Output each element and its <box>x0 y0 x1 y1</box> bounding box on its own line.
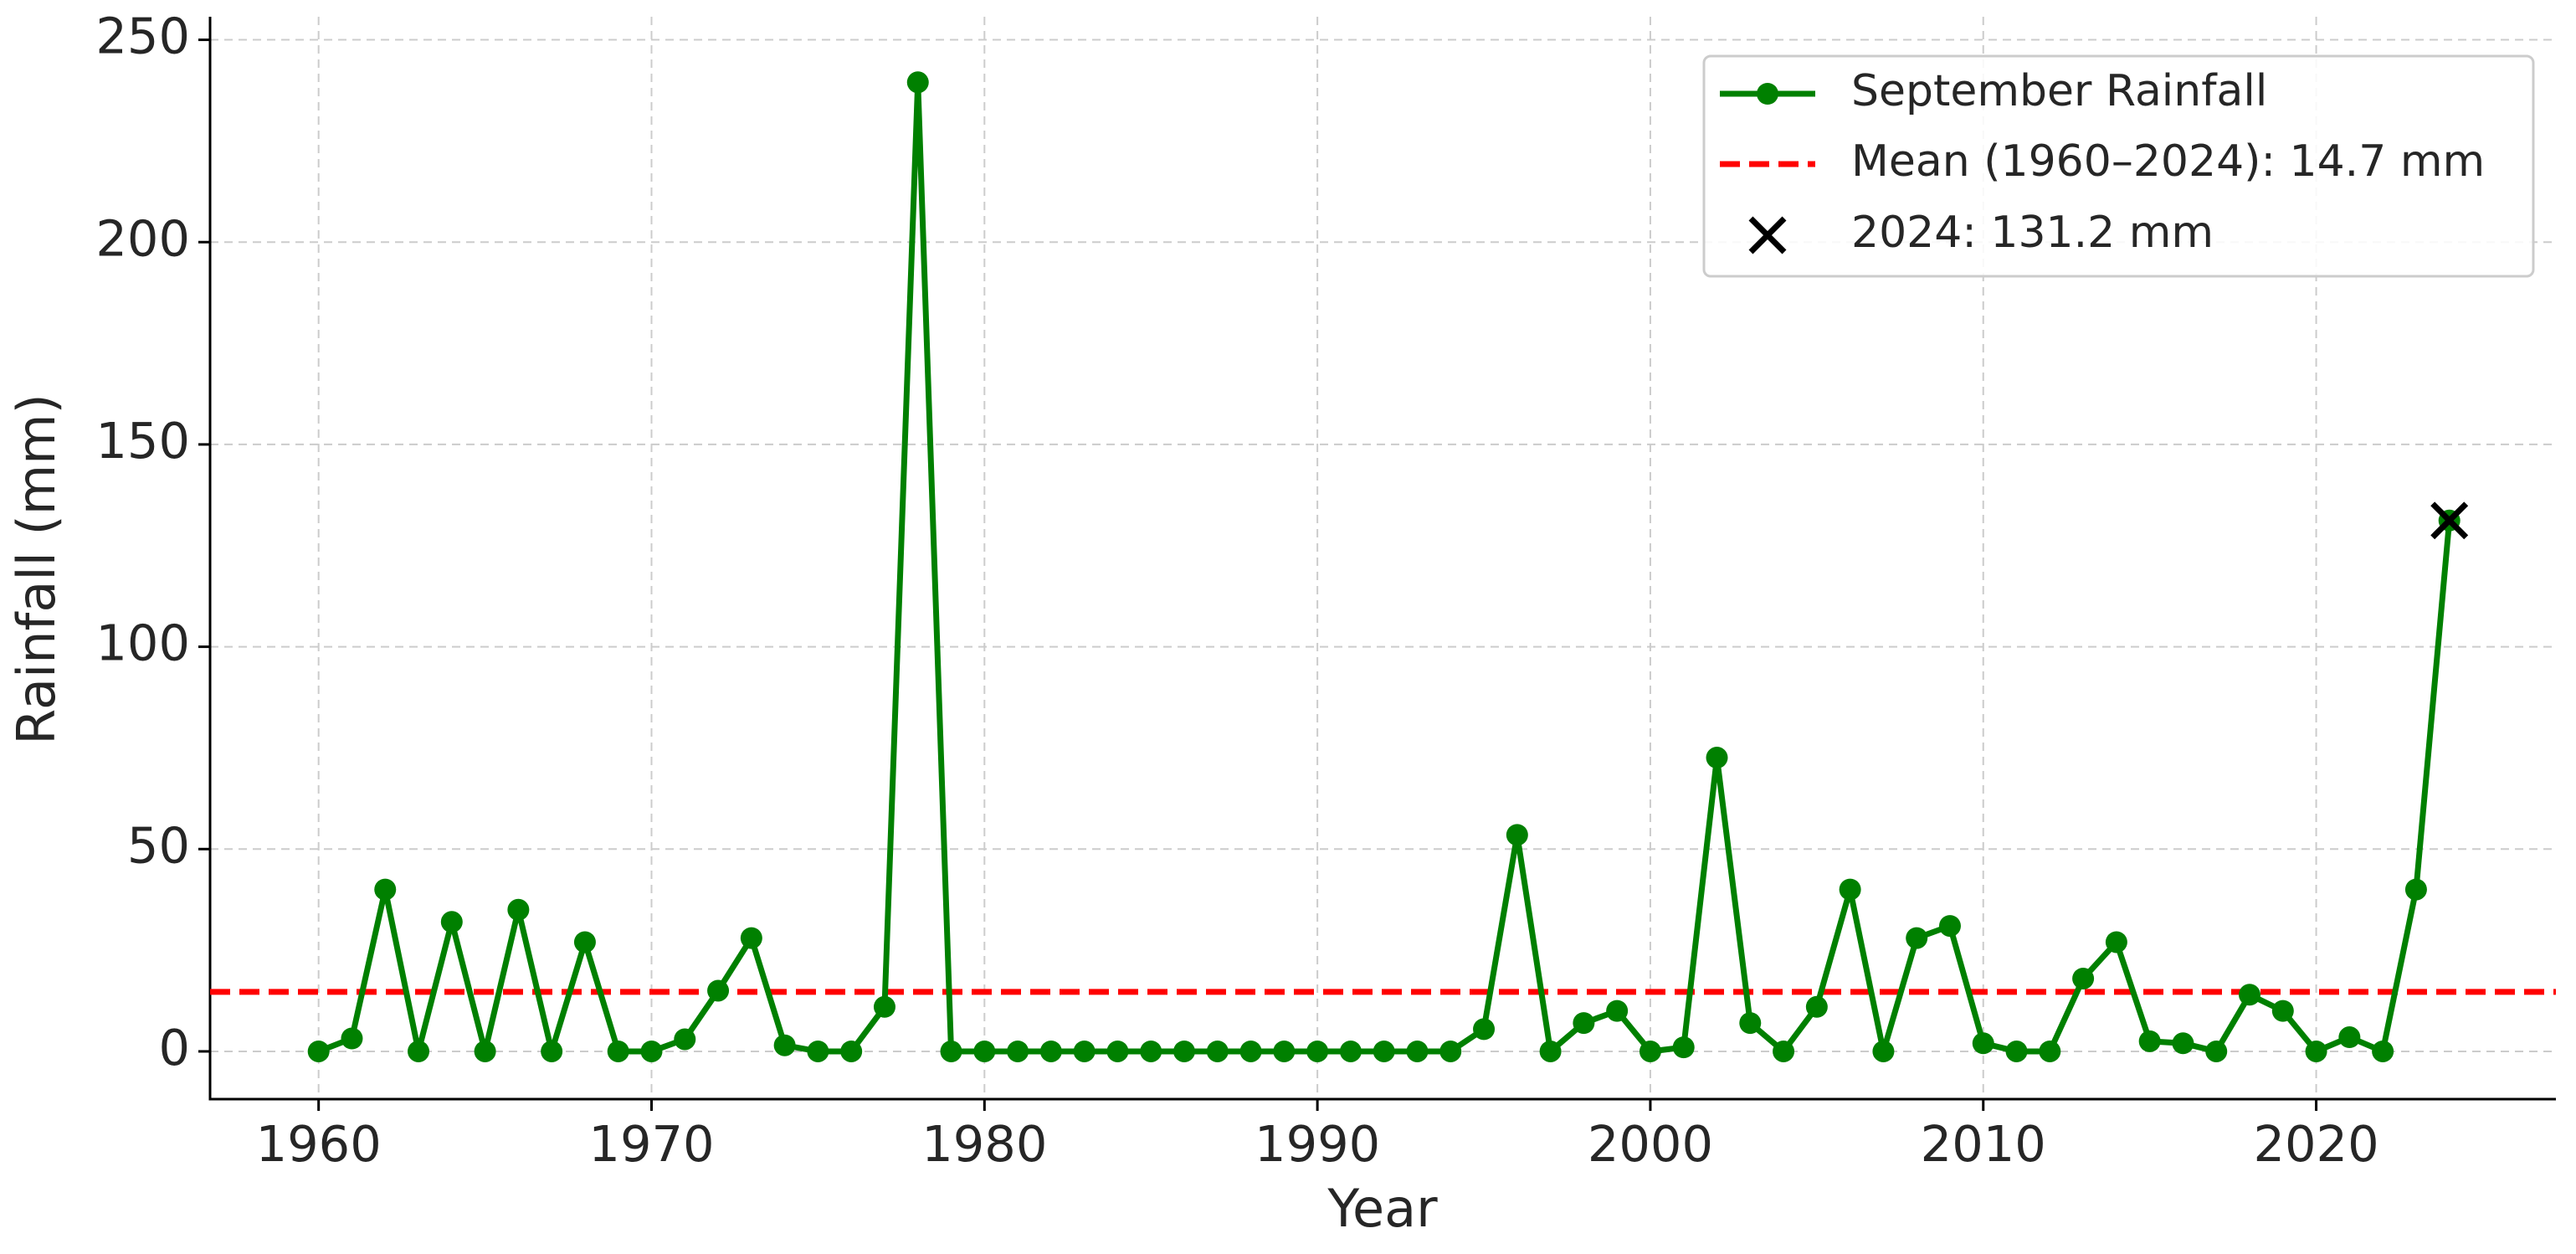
data-point <box>2072 967 2095 989</box>
data-point <box>2305 1040 2327 1062</box>
data-point <box>1007 1040 1029 1062</box>
data-point <box>2205 1040 2228 1062</box>
data-point <box>2005 1040 2028 1062</box>
data-point <box>1706 747 1728 769</box>
data-point <box>1439 1040 1462 1062</box>
data-point <box>1039 1040 1062 1062</box>
data-point <box>1805 995 1828 1018</box>
data-point <box>341 1027 363 1050</box>
y-tick-label: 200 <box>95 209 190 267</box>
data-point <box>307 1040 330 1062</box>
data-point <box>1173 1040 1196 1062</box>
data-point <box>474 1040 496 1062</box>
y-tick-label: 150 <box>95 412 190 470</box>
legend-label: September Rainfall <box>1851 66 2267 116</box>
x-tick-label: 2020 <box>2253 1115 2378 1173</box>
data-point <box>507 898 530 921</box>
data-point <box>2039 1040 2061 1062</box>
data-point <box>674 1028 696 1051</box>
data-point <box>607 1040 629 1062</box>
data-point <box>1373 1040 1395 1062</box>
data-point <box>1406 1040 1429 1062</box>
data-point <box>973 1040 996 1062</box>
data-point <box>1140 1040 1162 1062</box>
data-point <box>1938 915 1961 938</box>
data-point <box>1206 1040 1229 1062</box>
data-point <box>840 1040 863 1062</box>
data-point <box>2338 1026 2361 1049</box>
data-point <box>2372 1040 2394 1062</box>
x-tick-label: 1970 <box>588 1115 714 1173</box>
x-tick-label: 2010 <box>1921 1115 2046 1173</box>
data-point <box>2404 878 2427 901</box>
data-point <box>1273 1040 1296 1062</box>
data-point <box>1339 1040 1362 1062</box>
data-point <box>2138 1030 2161 1052</box>
data-point <box>1539 1040 1562 1062</box>
highlight-marker <box>2430 501 2469 540</box>
data-point <box>1972 1032 1994 1055</box>
x-tick-label: 1990 <box>1255 1115 1380 1173</box>
data-point <box>807 1040 829 1062</box>
data-point <box>1672 1036 1695 1059</box>
data-point <box>1773 1040 1795 1062</box>
y-tick-label: 250 <box>95 8 190 65</box>
data-point <box>640 1040 663 1062</box>
legend: September Rainfall Mean (1960–2024): 14.7… <box>1702 54 2535 278</box>
data-point <box>1906 927 1928 949</box>
data-point <box>1106 1040 1129 1062</box>
legend-marker <box>1748 216 1787 254</box>
data-point <box>2105 931 2127 953</box>
data-point <box>773 1034 796 1056</box>
x-tick-label: 1960 <box>256 1115 382 1173</box>
data-point <box>1306 1040 1329 1062</box>
data-point <box>2172 1032 2194 1055</box>
data-point <box>1073 1040 1096 1062</box>
data-point <box>740 927 762 949</box>
legend-label: Mean (1960–2024): 14.7 mm <box>1851 136 2485 187</box>
data-point <box>1239 1040 1262 1062</box>
legend-box <box>1702 54 2535 278</box>
legend-label: 2024: 131.2 mm <box>1851 208 2214 258</box>
data-point <box>1639 1040 1661 1062</box>
y-tick-label: 100 <box>95 614 190 672</box>
y-tick-label: 50 <box>127 816 190 874</box>
legend-marker <box>1757 83 1778 105</box>
x-tick-label: 2000 <box>1588 1115 1713 1173</box>
data-point <box>1473 1018 1496 1041</box>
x-axis-label: Year <box>1326 1178 1438 1239</box>
data-point <box>1872 1040 1895 1062</box>
data-point <box>1573 1012 1595 1035</box>
data-point <box>573 931 596 953</box>
data-point <box>873 995 895 1018</box>
data-point <box>2239 984 2261 1006</box>
data-point <box>1739 1012 1762 1035</box>
data-point <box>1839 878 1861 901</box>
data-point <box>1606 1000 1629 1022</box>
data-point <box>2271 1000 2294 1022</box>
y-tick-label: 0 <box>158 1019 190 1077</box>
data-point <box>374 878 397 901</box>
data-point <box>408 1040 430 1062</box>
data-point <box>1506 824 1528 846</box>
x-tick-label: 1980 <box>921 1115 1047 1173</box>
data-point <box>940 1040 962 1062</box>
data-point <box>707 979 730 1002</box>
data-point <box>541 1040 563 1062</box>
data-point <box>440 911 463 933</box>
data-point <box>906 71 929 94</box>
y-axis-label: Rainfall (mm) <box>6 393 67 744</box>
